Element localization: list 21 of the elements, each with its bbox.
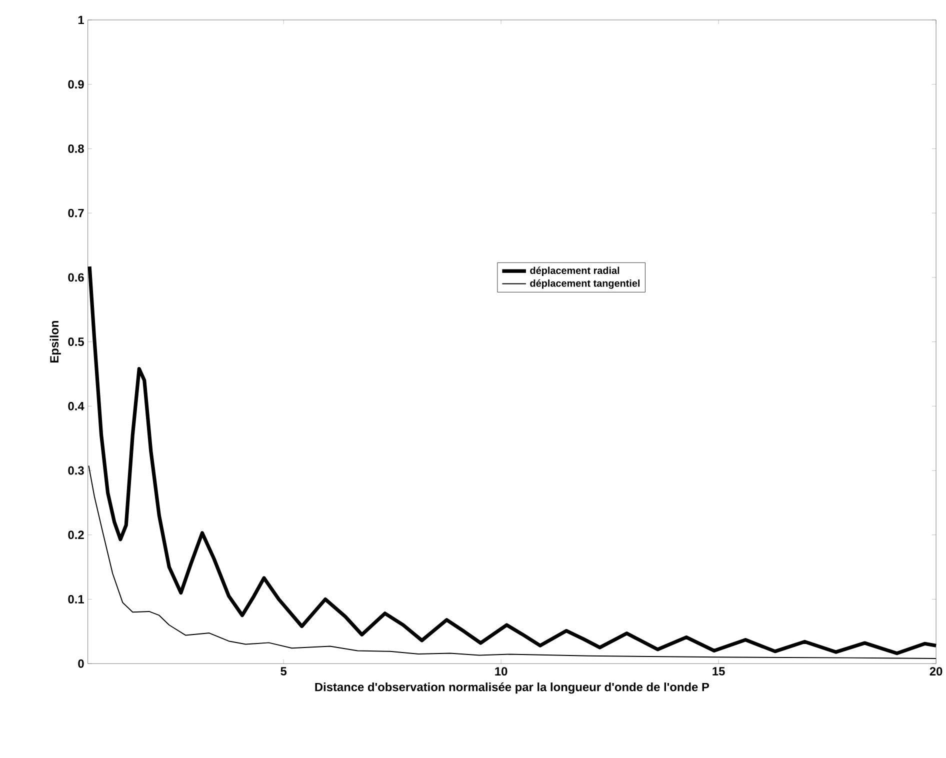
y-axis-title: Epsilon [50, 320, 61, 362]
legend-label: déplacement radial [530, 266, 620, 276]
y-tick-label: 0.2 [68, 530, 84, 539]
line-series [88, 264, 938, 655]
x-tick-label: 5 [280, 666, 287, 676]
y-tick-label: 0.3 [68, 466, 84, 475]
x-axis-title: Distance d'observation normalisée par la longueur d'onde de l'onde P [315, 682, 710, 694]
y-tick-label: 0.8 [68, 144, 84, 153]
y-tick-label: 0.6 [68, 272, 84, 282]
y-tick-label: 0.7 [68, 208, 84, 218]
x-tick-label: 20 [930, 666, 942, 676]
y-tick-label: 0.4 [68, 402, 84, 410]
y-tick-label: 0.5 [68, 337, 84, 346]
x-tick-label: 15 [712, 666, 725, 676]
legend-label: déplacement tangentiel [530, 279, 640, 289]
line-series [88, 464, 937, 659]
y-tick-label: 1 [78, 16, 84, 24]
x-tick-label: 10 [495, 666, 508, 676]
y-tick-label: 0.9 [68, 80, 84, 88]
y-tick-label: 0.1 [68, 594, 84, 604]
y-tick-label: 0 [78, 659, 84, 668]
